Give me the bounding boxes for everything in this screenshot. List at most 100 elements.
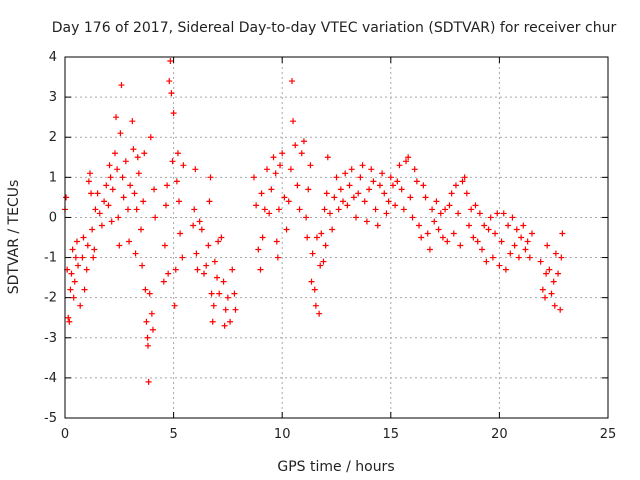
data-point	[146, 290, 153, 297]
data-point	[290, 118, 297, 125]
data-point	[494, 210, 501, 217]
data-point	[161, 242, 168, 249]
data-point	[396, 162, 403, 169]
data-point	[300, 138, 307, 145]
data-point	[90, 254, 97, 261]
x-tick-label: 5	[169, 427, 177, 442]
data-point	[296, 206, 303, 213]
data-point	[147, 134, 154, 141]
data-point	[403, 158, 410, 165]
data-point	[201, 270, 208, 277]
data-point	[363, 218, 370, 225]
x-tick-label: 25	[600, 427, 617, 442]
y-axis-label: SDTVAR / TECUs	[6, 180, 22, 295]
data-point	[379, 170, 386, 177]
data-point	[139, 262, 146, 269]
data-point	[215, 238, 222, 245]
data-point	[143, 318, 150, 325]
data-point	[398, 186, 405, 193]
data-point	[268, 186, 275, 193]
data-point	[274, 254, 281, 261]
data-point	[489, 254, 496, 261]
data-point	[502, 266, 509, 273]
data-point	[221, 322, 228, 329]
data-point	[113, 114, 120, 121]
data-point	[416, 222, 423, 229]
data-point	[162, 202, 169, 209]
data-point	[131, 190, 138, 197]
data-point	[65, 314, 72, 321]
data-point	[455, 210, 462, 217]
data-point	[167, 58, 174, 65]
data-point	[283, 226, 290, 233]
data-point	[422, 194, 429, 201]
data-point	[151, 186, 158, 193]
data-point	[114, 166, 121, 173]
data-point	[231, 290, 238, 297]
data-point	[149, 326, 156, 333]
y-tick-label: 0	[49, 210, 57, 225]
data-point	[474, 238, 481, 245]
data-point	[203, 262, 210, 269]
data-point	[94, 190, 101, 197]
data-point	[537, 258, 544, 265]
data-point	[196, 218, 203, 225]
data-point	[383, 210, 390, 217]
data-point	[116, 242, 123, 249]
data-point	[452, 182, 459, 189]
data-point	[457, 242, 464, 249]
data-point	[307, 162, 314, 169]
x-tick-label: 20	[491, 427, 508, 442]
data-point	[346, 182, 353, 189]
data-point	[115, 214, 122, 221]
data-point	[133, 206, 140, 213]
data-point	[476, 210, 483, 217]
data-point	[222, 306, 229, 313]
data-point	[77, 302, 84, 309]
data-point	[68, 270, 75, 277]
data-point	[459, 178, 466, 185]
data-point	[429, 206, 436, 213]
data-point	[172, 266, 179, 273]
data-point	[108, 218, 115, 225]
data-point	[522, 246, 529, 253]
data-point	[294, 182, 301, 189]
data-point	[127, 182, 134, 189]
data-point	[472, 202, 479, 209]
data-point	[387, 174, 394, 181]
data-point	[312, 302, 319, 309]
data-point	[79, 254, 86, 261]
data-point	[285, 198, 292, 205]
data-point	[448, 190, 455, 197]
data-point	[413, 178, 420, 185]
data-point	[141, 150, 148, 157]
data-point	[331, 194, 338, 201]
data-point	[135, 170, 142, 177]
data-point	[263, 166, 270, 173]
data-point	[281, 194, 288, 201]
data-point	[224, 294, 231, 301]
y-tick-label: 2	[49, 130, 57, 145]
data-point	[130, 146, 137, 153]
data-point	[67, 286, 74, 293]
data-point	[361, 198, 368, 205]
data-point	[298, 150, 305, 157]
data-point	[134, 154, 141, 161]
data-point	[411, 166, 418, 173]
data-point	[353, 214, 360, 221]
data-point	[492, 230, 499, 237]
data-point	[132, 250, 139, 257]
data-point	[218, 234, 225, 241]
data-point	[463, 190, 470, 197]
data-point	[173, 178, 180, 185]
x-tick-label: 0	[61, 427, 69, 442]
data-point	[340, 198, 347, 205]
data-point	[552, 250, 559, 257]
data-point	[524, 238, 531, 245]
y-tick-label: -4	[44, 371, 57, 386]
data-point	[214, 274, 221, 281]
data-point	[192, 166, 199, 173]
data-point	[308, 278, 315, 285]
data-point	[288, 78, 295, 85]
